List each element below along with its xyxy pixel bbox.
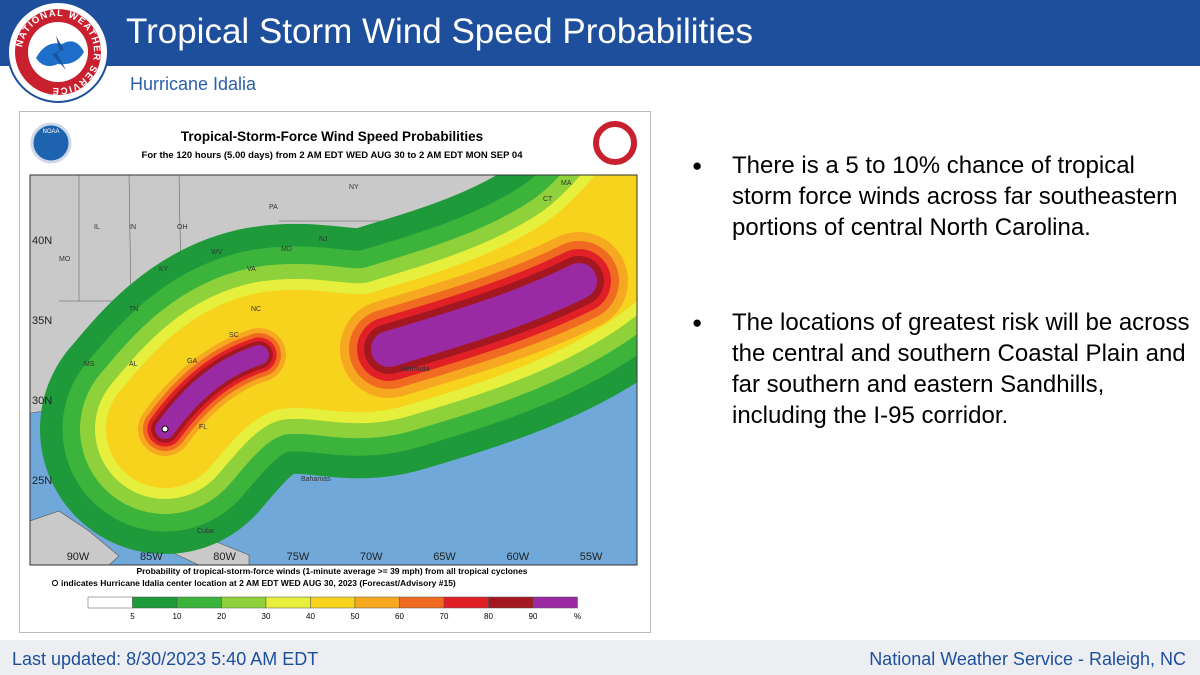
place-label: GA <box>187 358 197 365</box>
map-area: IL IN OH PA NY MA CT MO KY WV VA MD NJ TN NC SC MS AL GA FL… <box>30 175 637 565</box>
bullet: There is a 5 to 10% chance of tropical s… <box>690 150 1190 243</box>
storm-center <box>161 425 169 433</box>
header-bar: Tropical Storm Wind Speed Probabilities <box>0 0 1200 66</box>
longitude-label: 90W <box>67 551 90 563</box>
noaa-logo <box>30 122 72 164</box>
wind-probability-swath <box>40 175 637 554</box>
place-label: MO <box>59 256 71 263</box>
nws-small-logo <box>593 121 637 165</box>
place-label: Bahamas <box>301 476 331 483</box>
map-title: Tropical-Storm-Force Wind Speed Probabil… <box>181 129 483 144</box>
caption-center-symbol <box>51 579 59 587</box>
land-mexico <box>30 510 120 565</box>
place-label: MA <box>561 180 572 187</box>
latitude-label: 30N <box>32 395 52 407</box>
legend-swatch <box>488 596 534 609</box>
longitude-label: 85W <box>140 551 163 563</box>
legend-label: 60 <box>395 612 404 621</box>
swath-band <box>371 263 597 367</box>
place-label: OH <box>177 224 188 231</box>
place-label: TN <box>129 306 138 313</box>
place-label: IL <box>94 224 100 231</box>
place-label: NC <box>251 306 261 313</box>
place-label: NJ <box>319 236 328 243</box>
caption-line-2: indicates Hurricane Idalia center locati… <box>61 578 456 588</box>
place-label: WV <box>211 249 223 256</box>
place-label: MD <box>281 246 292 253</box>
longitude-label: 75W <box>287 551 310 563</box>
longitude-label: 80W <box>213 551 236 563</box>
legend-label: 40 <box>306 612 315 621</box>
legend-label: 20 <box>217 612 226 621</box>
bullet: The locations of greatest risk will be a… <box>690 307 1190 431</box>
legend-swatch <box>265 596 311 609</box>
place-label: Cuba <box>197 528 214 535</box>
legend: 5 10 20 30 40 50 60 70 80 90% <box>87 596 581 621</box>
legend-label: 5 <box>130 612 135 621</box>
last-updated: Last updated: 8/30/2023 5:40 AM EDT <box>12 649 319 669</box>
map-figure: NOAA Tropical-Storm-Force Wind Speed Pro… <box>19 111 651 633</box>
legend-swatch <box>132 596 178 609</box>
latitude-label: 35N <box>32 315 52 327</box>
caption-line-1: Probability of tropical-storm-force wind… <box>136 566 527 576</box>
legend-label: 70 <box>440 612 449 621</box>
legend-label: 50 <box>351 612 360 621</box>
legend-swatch <box>221 596 267 609</box>
legend-swatch <box>87 596 133 609</box>
slide-title: Tropical Storm Wind Speed Probabilities <box>126 12 754 51</box>
footer-bar: Last updated: 8/30/2023 5:40 AM EDT Nati… <box>0 640 1200 675</box>
office-name: National Weather Service - Raleigh, NC <box>869 649 1186 669</box>
map-subtitle: For the 120 hours (5.00 days) from 2 AM … <box>142 150 524 161</box>
longitude-label: 55W <box>580 551 603 563</box>
noaa-logo-text: NOAA <box>42 129 59 135</box>
legend-swatch <box>443 596 489 609</box>
legend-swatch <box>310 596 356 609</box>
legend-label: 10 <box>173 612 182 621</box>
place-label: PA <box>269 204 278 211</box>
legend-swatch <box>354 596 400 609</box>
longitude-label: 65W <box>433 551 456 563</box>
place-label: Bermuda <box>401 366 430 373</box>
slide-subtitle: Hurricane Idalia <box>130 74 257 94</box>
legend-swatch <box>399 596 445 609</box>
map-border <box>29 174 638 566</box>
place-labels: IL IN OH PA NY MA CT MO KY WV VA MD NJ TN NC SC MS AL GA FL… <box>59 180 572 535</box>
place-label: CT <box>543 196 553 203</box>
swath-band <box>155 345 269 439</box>
place-label: IN <box>129 224 136 231</box>
legend-swatch <box>176 596 222 609</box>
latitude-label: 25N <box>32 475 52 487</box>
legend-label: % <box>574 612 581 621</box>
graticule-labels: 90W 85W 80W 75W 70W 65W 60W 55W 40N 35N 30N 25N <box>32 235 603 563</box>
legend-swatch <box>532 596 578 609</box>
legend-label: 80 <box>484 612 493 621</box>
longitude-label: 70W <box>360 551 383 563</box>
place-label: MS <box>84 361 95 368</box>
place-label: VA <box>247 266 256 273</box>
place-label: KY <box>159 266 169 273</box>
legend-label: 30 <box>262 612 271 621</box>
latitude-label: 40N <box>32 235 52 247</box>
place-label: SC <box>229 332 239 339</box>
bullet-list: There is a 5 to 10% chance of tropical s… <box>690 150 1190 495</box>
longitude-label: 60W <box>506 551 529 563</box>
nws-logo: NATIONAL WEATHER SERVICE <box>7 1 109 103</box>
place-label: NY <box>349 184 359 191</box>
place-label: AL <box>129 361 138 368</box>
legend-label: 90 <box>529 612 538 621</box>
place-label: FL <box>199 424 207 431</box>
